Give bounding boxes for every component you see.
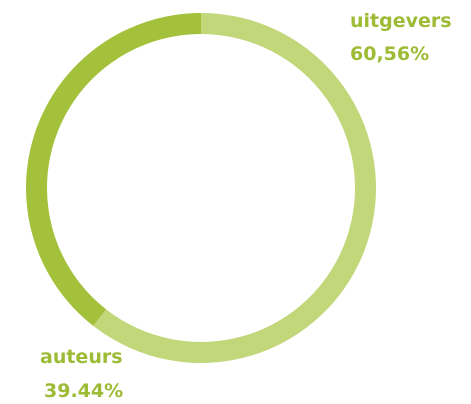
slice-value-label: 60,56% — [350, 43, 429, 65]
slice-value-label: 39.44% — [44, 380, 123, 402]
donut-slice — [93, 13, 376, 363]
donut-slice — [25, 13, 202, 326]
donut — [25, 13, 376, 363]
slice-label: uitgevers — [350, 10, 452, 32]
slice-label: auteurs — [40, 346, 123, 368]
